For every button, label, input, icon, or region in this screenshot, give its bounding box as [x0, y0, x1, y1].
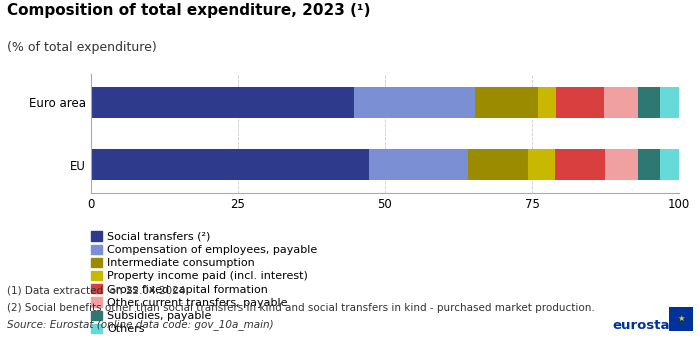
- Bar: [660, 87, 679, 118]
- Text: Source: Eurostat (online data code: gov_10a_main): Source: Eurostat (online data code: gov_…: [7, 319, 274, 330]
- Bar: [368, 149, 468, 180]
- Text: (% of total expenditure): (% of total expenditure): [7, 41, 157, 53]
- Bar: [605, 149, 638, 180]
- Bar: [660, 149, 679, 180]
- Text: Composition of total expenditure, 2023 (¹): Composition of total expenditure, 2023 (…: [7, 3, 370, 18]
- Bar: [468, 149, 528, 180]
- Bar: [354, 87, 475, 118]
- Text: ★: ★: [677, 314, 685, 323]
- Bar: [91, 87, 354, 118]
- Bar: [638, 87, 660, 118]
- Bar: [538, 87, 556, 118]
- Legend: Social transfers (²), Compensation of employees, payable, Intermediate consumpti: Social transfers (²), Compensation of em…: [91, 231, 318, 334]
- Text: (2) Social benefits other than social transfers in kind and social transfers in : (2) Social benefits other than social tr…: [7, 303, 595, 313]
- Text: eurostat: eurostat: [612, 319, 676, 332]
- Bar: [555, 149, 605, 180]
- Bar: [91, 149, 368, 180]
- Bar: [638, 149, 660, 180]
- Bar: [528, 149, 555, 180]
- Bar: [556, 87, 604, 118]
- Bar: [604, 87, 638, 118]
- Bar: [475, 87, 538, 118]
- Text: (1) Data extracted  on 22.04.2024: (1) Data extracted on 22.04.2024: [7, 286, 186, 296]
